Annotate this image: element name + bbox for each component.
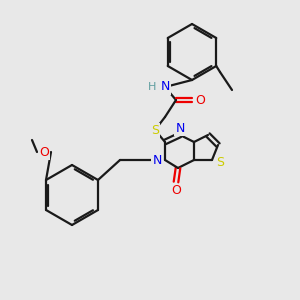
Text: N: N [152,154,162,166]
Text: S: S [216,155,224,169]
Text: N: N [160,80,170,94]
Text: O: O [195,94,205,106]
Text: O: O [171,184,181,197]
Text: S: S [151,124,159,136]
Text: O: O [39,146,49,158]
Text: N: N [175,122,185,134]
Text: H: H [148,82,156,92]
